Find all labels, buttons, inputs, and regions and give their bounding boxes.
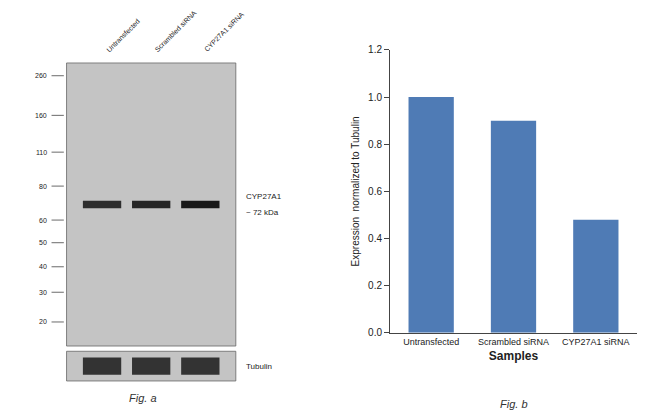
svg-text:Expression normalized to Tubu: Expression normalized to Tubulin <box>350 116 361 266</box>
svg-text:110: 110 <box>36 149 47 156</box>
svg-text:80: 80 <box>39 183 47 190</box>
svg-text:~ 72 kDa: ~ 72 kDa <box>246 208 279 217</box>
svg-text:20: 20 <box>39 318 47 325</box>
svg-text:Tubulin: Tubulin <box>246 362 272 371</box>
svg-text:260: 260 <box>35 72 47 79</box>
svg-text:50: 50 <box>39 239 47 246</box>
svg-text:CYP27A1 siRNA: CYP27A1 siRNA <box>203 10 245 52</box>
svg-text:Scrambled siRNA: Scrambled siRNA <box>478 337 549 347</box>
svg-text:160: 160 <box>35 112 47 119</box>
svg-text:Untransfected: Untransfected <box>403 337 459 347</box>
svg-text:30: 30 <box>39 289 47 296</box>
svg-text:CYP27A1: CYP27A1 <box>246 192 282 201</box>
svg-text:0.2: 0.2 <box>368 280 382 291</box>
svg-text:Fig. b: Fig. b <box>500 398 528 410</box>
svg-text:Scrambled siRNA: Scrambled siRNA <box>154 9 198 53</box>
svg-text:0.0: 0.0 <box>368 327 382 338</box>
svg-text:40: 40 <box>39 263 47 270</box>
svg-text:Samples: Samples <box>489 349 539 363</box>
svg-text:60: 60 <box>39 217 47 224</box>
svg-text:1.0: 1.0 <box>368 92 382 103</box>
svg-text:CYP27A1 siRNA: CYP27A1 siRNA <box>562 337 630 347</box>
svg-text:Untransfected: Untransfected <box>105 18 141 54</box>
svg-text:0.8: 0.8 <box>368 139 382 150</box>
svg-text:Fig. a: Fig. a <box>129 392 157 404</box>
svg-text:0.4: 0.4 <box>368 233 382 244</box>
svg-text:1.2: 1.2 <box>368 44 382 55</box>
svg-text:0.6: 0.6 <box>368 186 382 197</box>
